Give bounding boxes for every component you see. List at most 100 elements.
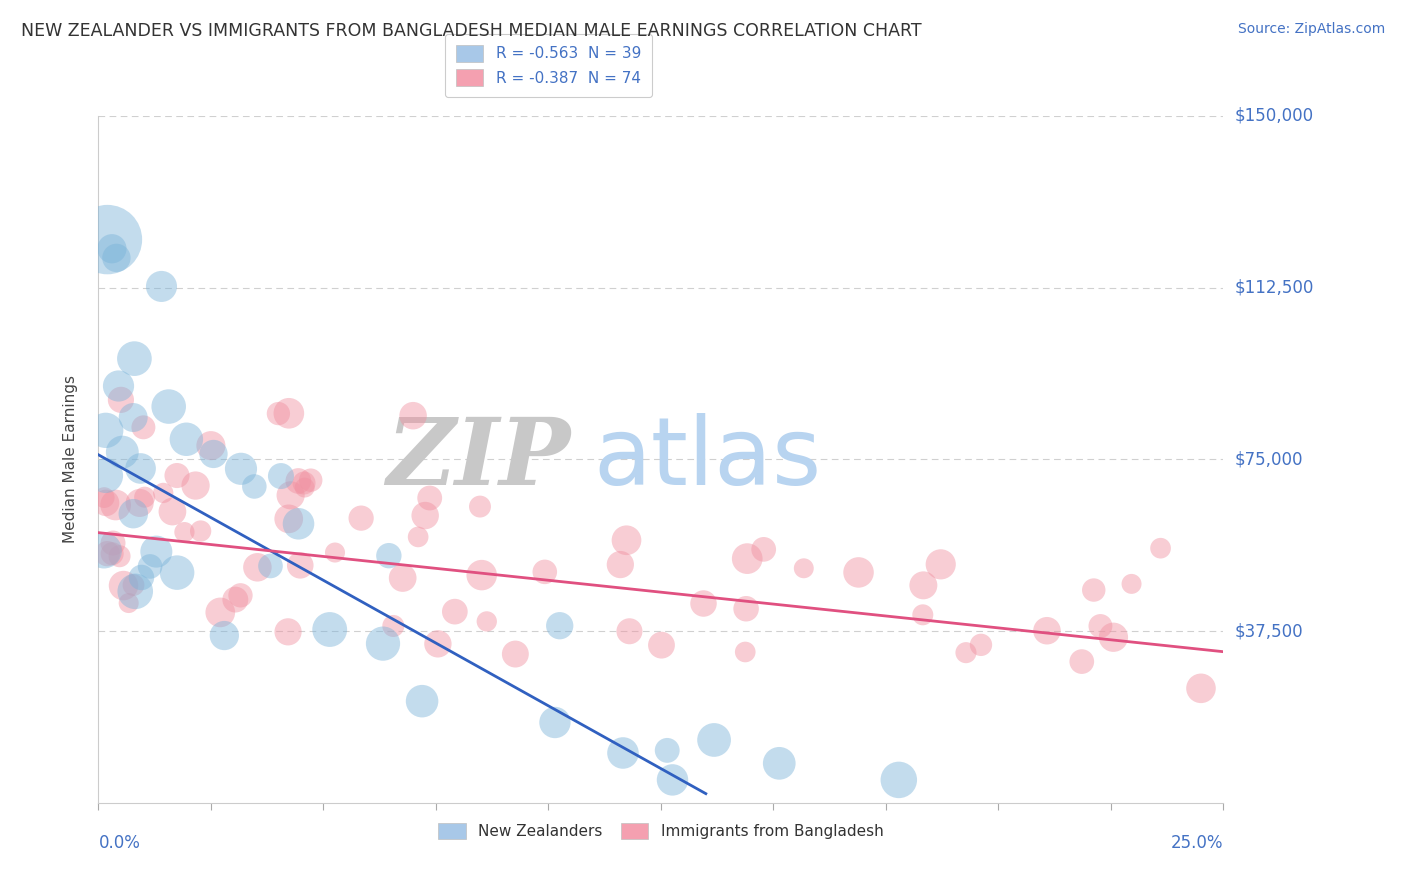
Point [200, 439, 222, 453]
Point [650, 638, 672, 652]
Point [202, 447, 225, 461]
Point [1036, 624, 1059, 638]
Point [406, 530, 429, 544]
Point [475, 615, 498, 629]
Point [229, 588, 252, 602]
Point [104, 498, 127, 512]
Point [768, 756, 790, 771]
Point [426, 637, 449, 651]
Point [270, 469, 292, 483]
Point [131, 570, 153, 584]
Text: $150,000: $150,000 [1234, 107, 1313, 125]
Text: 0.0%: 0.0% [98, 834, 141, 852]
Point [277, 512, 299, 526]
Point [1149, 541, 1171, 556]
Point [1121, 577, 1143, 591]
Point [134, 490, 156, 504]
Point [101, 536, 124, 550]
Point [544, 715, 567, 730]
Point [229, 462, 252, 476]
Point [94, 468, 117, 483]
Point [619, 624, 641, 639]
Point [299, 473, 322, 487]
Point [382, 619, 405, 633]
Point [887, 772, 910, 787]
Point [413, 508, 436, 523]
Y-axis label: Median Male Earnings: Median Male Earnings [63, 376, 77, 543]
Point [124, 351, 146, 366]
Point [111, 445, 134, 459]
Point [294, 481, 316, 495]
Point [612, 746, 634, 760]
Point [190, 524, 212, 538]
Point [224, 592, 246, 607]
Legend: New Zealanders, Immigrants from Bangladesh: New Zealanders, Immigrants from Banglade… [427, 812, 894, 850]
Point [350, 511, 373, 525]
Point [912, 578, 935, 592]
Point [267, 407, 290, 421]
Point [94, 423, 117, 437]
Point [101, 547, 124, 561]
Point [970, 638, 993, 652]
Point [323, 545, 346, 559]
Point [735, 551, 758, 566]
Point [184, 478, 207, 492]
Point [752, 542, 775, 557]
Point [411, 694, 433, 708]
Point [292, 475, 315, 490]
Point [287, 516, 309, 531]
Point [1102, 630, 1125, 644]
Point [471, 568, 494, 582]
Point [391, 571, 413, 585]
Text: ZIP: ZIP [387, 415, 571, 504]
Point [166, 566, 188, 580]
Point [505, 647, 527, 661]
Text: Source: ZipAtlas.com: Source: ZipAtlas.com [1237, 22, 1385, 37]
Point [157, 400, 180, 414]
Point [107, 379, 129, 393]
Point [657, 743, 679, 757]
Point [122, 410, 145, 425]
Text: $75,000: $75,000 [1234, 450, 1303, 468]
Point [94, 496, 117, 510]
Point [378, 549, 401, 563]
Point [609, 558, 631, 572]
Point [118, 596, 141, 610]
Point [124, 584, 146, 599]
Point [290, 558, 312, 573]
Point [259, 558, 281, 573]
Point [703, 733, 725, 747]
Point [319, 623, 342, 637]
Point [1090, 619, 1112, 633]
Point [176, 432, 198, 446]
Point [246, 560, 269, 574]
Point [128, 496, 150, 510]
Point [1083, 582, 1105, 597]
Point [929, 558, 952, 572]
Point [108, 549, 131, 564]
Point [93, 543, 115, 558]
Point [166, 468, 188, 483]
Point [132, 420, 155, 434]
Point [110, 392, 132, 407]
Point [1070, 655, 1092, 669]
Point [129, 461, 152, 475]
Point [277, 624, 299, 639]
Point [96, 547, 118, 561]
Text: NEW ZEALANDER VS IMMIGRANTS FROM BANGLADESH MEDIAN MALE EARNINGS CORRELATION CHA: NEW ZEALANDER VS IMMIGRANTS FROM BANGLAD… [21, 22, 922, 40]
Point [277, 406, 299, 420]
Point [848, 566, 870, 580]
Point [101, 242, 124, 256]
Point [214, 628, 236, 642]
Point [209, 606, 232, 620]
Point [955, 646, 977, 660]
Point [1189, 681, 1212, 696]
Point [162, 504, 184, 518]
Point [280, 488, 302, 502]
Point [122, 578, 145, 592]
Point [444, 605, 467, 619]
Point [93, 491, 115, 505]
Point [287, 474, 309, 488]
Point [533, 565, 555, 579]
Point [735, 601, 758, 615]
